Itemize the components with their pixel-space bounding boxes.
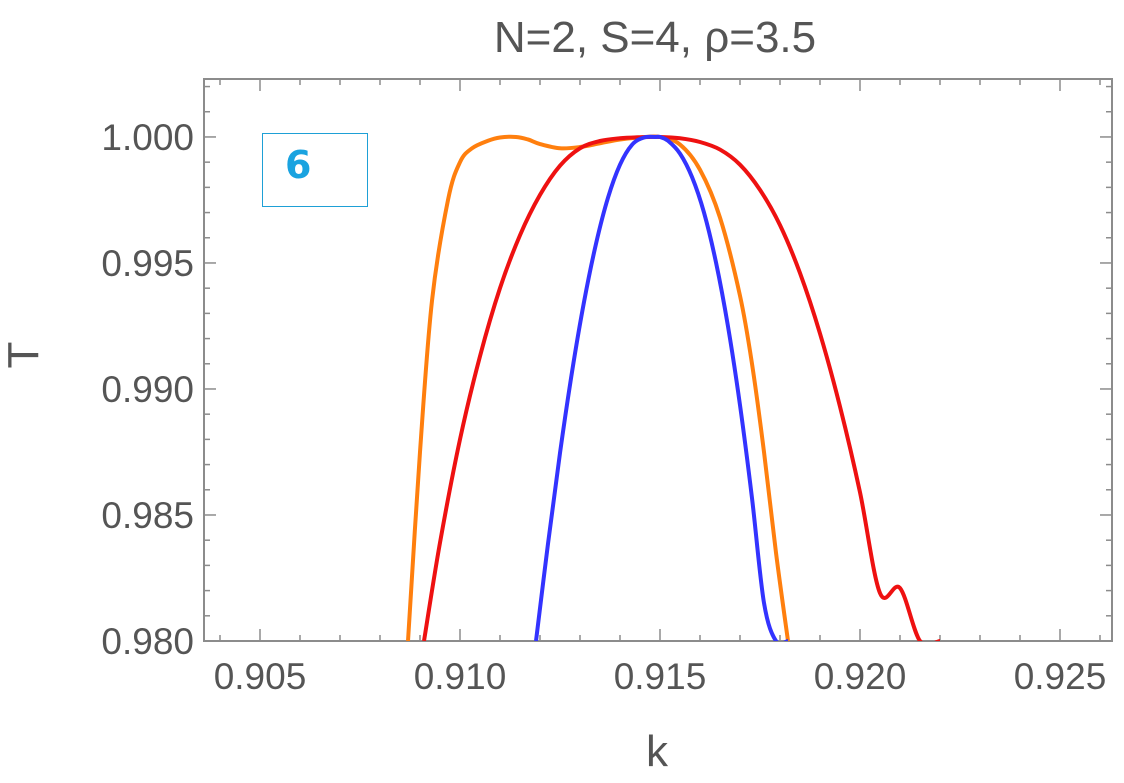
y-tick-label: 0.985 [101, 495, 194, 536]
x-tick-label: 0.915 [614, 656, 707, 697]
x-axis-title: k [646, 727, 669, 776]
y-tick-label: 0.990 [101, 369, 194, 410]
y-tick-label: 0.980 [101, 621, 194, 662]
series-line-red [422, 134, 940, 641]
plot-frame [203, 78, 1113, 642]
x-tick-label: 0.920 [814, 656, 907, 697]
chart-title: N=2, S=4, ρ=3.5 [494, 13, 816, 62]
annotation-label: 6 [285, 143, 312, 187]
x-tick-label: 0.925 [1014, 656, 1107, 697]
series-line-orange [406, 134, 790, 641]
tick-labels: 0.905 0.910 0.915 0.920 0.925 0.980 0.985 0.990… [101, 117, 1106, 697]
series-line-blue [534, 134, 788, 641]
y-axis-title: T [0, 342, 48, 369]
x-tick-label: 0.905 [214, 656, 307, 697]
ticks [204, 79, 1112, 642]
series-layer [406, 134, 940, 641]
y-tick-label: 1.000 [101, 117, 194, 158]
annotation-box: 6 [262, 133, 368, 207]
x-tick-label: 0.910 [414, 656, 507, 697]
y-tick-label: 0.995 [101, 243, 194, 284]
